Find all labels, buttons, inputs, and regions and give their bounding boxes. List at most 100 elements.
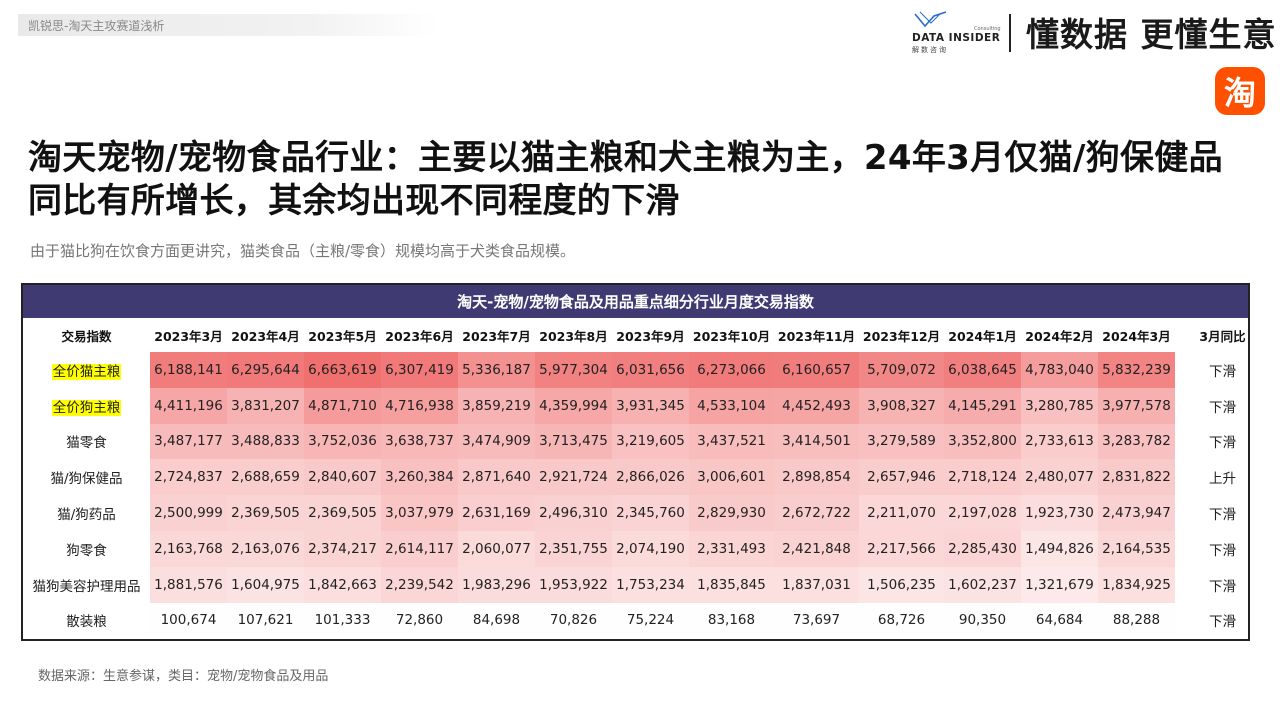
month-header: 2023年9月: [612, 318, 689, 352]
yoy-trend-cell: 下滑: [1175, 495, 1248, 531]
row-label-cell: 猫/狗药品: [23, 495, 150, 531]
value-cell: 2,369,505: [304, 495, 381, 531]
value-cell: 1,837,031: [774, 566, 859, 603]
value-cell: 1,923,730: [1021, 495, 1098, 531]
value-cell: 2,496,310: [535, 495, 612, 531]
value-cell: 2,060,077: [458, 530, 535, 567]
value-cell: 6,307,419: [381, 352, 458, 388]
value-cell: 6,188,141: [150, 352, 227, 388]
value-cell: 84,698: [458, 602, 535, 639]
value-cell: 64,684: [1021, 602, 1098, 639]
yoy-trend-cell: 下滑: [1175, 602, 1248, 639]
logo-mark-icon: [914, 11, 947, 28]
value-cell: 4,783,040: [1021, 352, 1098, 388]
value-cell: 3,977,578: [1098, 387, 1175, 424]
row-label-cell: 全价猫主粮: [23, 352, 150, 388]
value-cell: 68,726: [859, 602, 944, 639]
value-cell: 90,350: [944, 602, 1021, 639]
value-cell: 2,718,124: [944, 459, 1021, 496]
row-label-cell: 散装粮: [23, 602, 150, 639]
month-header: 2023年8月: [535, 318, 612, 352]
value-cell: 2,631,169: [458, 495, 535, 531]
logo-name: DATA INSIDER: [912, 32, 1001, 44]
value-cell: 4,871,710: [304, 387, 381, 424]
value-cell: 2,285,430: [944, 530, 1021, 567]
taobao-app-icon: 淘: [1215, 67, 1265, 115]
table-header-row: 交易指数 2023年3月 2023年4月 2023年5月 2023年6月 2023年7月…: [23, 318, 1248, 352]
value-cell: 3,437,521: [689, 423, 774, 460]
value-cell: 3,713,475: [535, 423, 612, 460]
table-body: 全价猫主粮 6,188,141 6,295,644 6,663,619 6,307,41…: [23, 352, 1248, 639]
month-header: 2023年7月: [458, 318, 535, 352]
value-cell: 2,345,760: [612, 495, 689, 531]
value-cell: 2,480,077: [1021, 459, 1098, 496]
value-cell: 5,977,304: [535, 352, 612, 388]
value-cell: 3,283,782: [1098, 423, 1175, 460]
value-cell: 4,359,994: [535, 387, 612, 424]
yoy-trend-cell: 下滑: [1175, 423, 1248, 460]
table-row: 狗零食 2,163,768 2,163,076 2,374,217 2,614,117 2…: [23, 530, 1248, 567]
value-cell: 70,826: [535, 602, 612, 639]
value-cell: 5,832,239: [1098, 352, 1175, 388]
value-cell: 1,834,925: [1098, 566, 1175, 603]
table-row: 猫狗美容护理用品 1,881,576 1,604,975 1,842,663 2,239…: [23, 566, 1248, 603]
corner-header: 交易指数: [23, 318, 150, 352]
month-header: 2023年3月: [150, 318, 227, 352]
value-cell: 6,663,619: [304, 352, 381, 388]
table-row: 散装粮 100,674 107,621 101,333 72,860 84,698 70,8…: [23, 602, 1248, 639]
value-cell: 3,474,909: [458, 423, 535, 460]
table-title: 淘天-宠物/宠物食品及用品重点细分行业月度交易指数: [23, 285, 1248, 318]
value-cell: 1,494,826: [1021, 530, 1098, 567]
value-cell: 4,533,104: [689, 387, 774, 424]
value-cell: 2,688,659: [227, 459, 304, 496]
value-cell: 2,163,768: [150, 530, 227, 567]
data-source: 数据来源：生意参谋，类目：宠物/宠物食品及用品: [38, 669, 329, 684]
row-label: 猫/狗药品: [57, 507, 116, 524]
value-cell: 6,273,066: [689, 352, 774, 388]
value-cell: 1,835,845: [689, 566, 774, 603]
value-cell: 3,831,207: [227, 387, 304, 424]
month-header: 2023年10月: [689, 318, 774, 352]
yoy-header: 3月同比: [1175, 318, 1248, 352]
value-cell: 2,211,070: [859, 495, 944, 531]
header-tag-bar: 凯锐思-淘天主攻赛道浅析: [18, 14, 438, 36]
trade-index-table-panel: 淘天-宠物/宠物食品及用品重点细分行业月度交易指数 交易指数 2023年3月 20…: [21, 283, 1250, 641]
row-label-cell: 全价狗主粮: [23, 387, 150, 424]
value-cell: 88,288: [1098, 602, 1175, 639]
data-insider-logo: Consulting DATA INSIDER 解数咨询: [912, 10, 1001, 54]
value-cell: 2,672,722: [774, 495, 859, 531]
value-cell: 4,411,196: [150, 387, 227, 424]
value-cell: 1,842,663: [304, 566, 381, 603]
value-cell: 2,829,930: [689, 495, 774, 531]
trade-index-table: 交易指数 2023年3月 2023年4月 2023年5月 2023年6月 2023年7月…: [23, 318, 1248, 639]
value-cell: 5,336,187: [458, 352, 535, 388]
page-subtitle: 由于猫比狗在饮食方面更讲究，猫类食品（主粮/零食）规模均高于犬类食品规模。: [30, 242, 576, 260]
value-cell: 2,197,028: [944, 495, 1021, 531]
value-cell: 2,657,946: [859, 459, 944, 496]
row-label: 狗零食: [66, 542, 107, 559]
row-label: 猫零食: [66, 435, 107, 452]
value-cell: 2,898,854: [774, 459, 859, 496]
value-cell: 2,239,542: [381, 566, 458, 603]
value-cell: 107,621: [227, 602, 304, 639]
value-cell: 3,352,800: [944, 423, 1021, 460]
logo-subname: 解数咨询: [912, 46, 948, 54]
header-divider: [1009, 14, 1011, 52]
table-row: 猫/狗药品 2,500,999 2,369,505 2,369,505 3,037,97…: [23, 495, 1248, 531]
yoy-trend-cell: 下滑: [1175, 352, 1248, 388]
table-row: 猫零食 3,487,177 3,488,833 3,752,036 3,638,737 3…: [23, 423, 1248, 460]
yoy-trend-cell: 下滑: [1175, 566, 1248, 603]
value-cell: 83,168: [689, 602, 774, 639]
value-cell: 3,487,177: [150, 423, 227, 460]
value-cell: 3,219,605: [612, 423, 689, 460]
row-label-cell: 狗零食: [23, 530, 150, 567]
value-cell: 2,866,026: [612, 459, 689, 496]
value-cell: 3,752,036: [304, 423, 381, 460]
value-cell: 6,160,657: [774, 352, 859, 388]
row-label: 全价猫主粮: [51, 363, 122, 380]
value-cell: 2,500,999: [150, 495, 227, 531]
value-cell: 73,697: [774, 602, 859, 639]
value-cell: 3,260,384: [381, 459, 458, 496]
slogan: 懂数据 更懂生意: [1026, 15, 1277, 54]
value-cell: 1,506,235: [859, 566, 944, 603]
